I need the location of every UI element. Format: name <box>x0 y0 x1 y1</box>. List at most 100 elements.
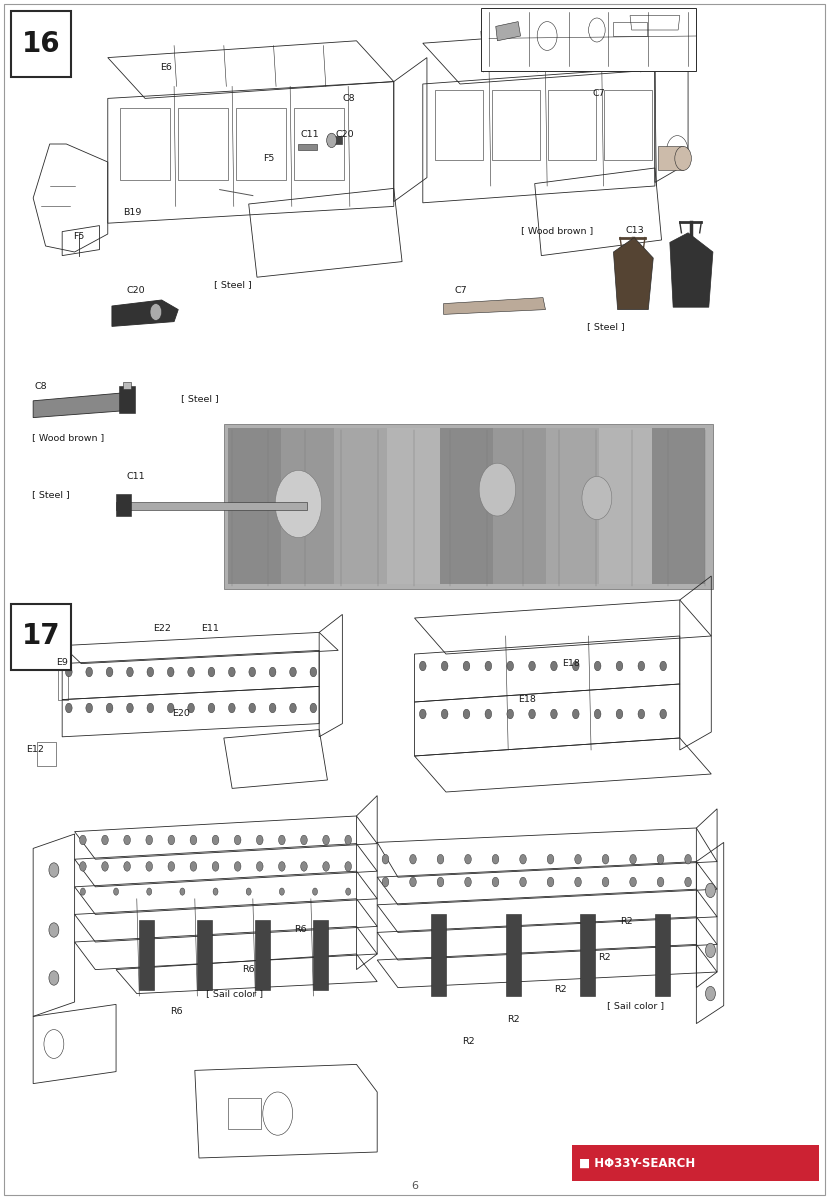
Circle shape <box>113 888 118 895</box>
Circle shape <box>180 888 185 895</box>
Circle shape <box>246 888 251 895</box>
Circle shape <box>440 661 447 671</box>
Text: C8: C8 <box>35 382 47 391</box>
Text: C13: C13 <box>625 226 644 235</box>
Text: C8: C8 <box>342 94 354 103</box>
Bar <box>236 108 286 180</box>
Text: E11: E11 <box>201 624 219 634</box>
Circle shape <box>572 661 579 671</box>
Circle shape <box>465 854 471 864</box>
Circle shape <box>344 835 351 845</box>
Bar <box>505 914 520 996</box>
Circle shape <box>167 703 174 713</box>
Text: R6: R6 <box>242 965 254 974</box>
Text: 6: 6 <box>411 1181 417 1190</box>
Polygon shape <box>613 238 652 310</box>
Circle shape <box>248 667 255 677</box>
Bar <box>440 428 493 584</box>
Circle shape <box>278 835 285 845</box>
Circle shape <box>278 862 285 871</box>
Circle shape <box>301 835 307 845</box>
Bar <box>435 90 483 160</box>
Text: R6: R6 <box>294 925 306 935</box>
Text: [ Steel ]: [ Steel ] <box>586 322 624 331</box>
Text: C11: C11 <box>126 472 144 481</box>
Text: R2: R2 <box>462 1037 474 1046</box>
Bar <box>546 428 599 584</box>
Circle shape <box>601 877 608 887</box>
Text: [ Wood brown ]: [ Wood brown ] <box>520 226 592 235</box>
Bar <box>139 920 154 990</box>
Circle shape <box>168 835 175 845</box>
Circle shape <box>49 923 59 937</box>
Circle shape <box>279 888 284 895</box>
Circle shape <box>301 862 307 871</box>
Circle shape <box>615 661 622 671</box>
Text: [ Steel ]: [ Steel ] <box>31 490 70 499</box>
Circle shape <box>147 703 153 713</box>
Bar <box>58 652 68 700</box>
Circle shape <box>80 888 85 895</box>
Circle shape <box>256 835 262 845</box>
Circle shape <box>519 877 526 887</box>
Circle shape <box>234 835 241 845</box>
Circle shape <box>127 703 133 713</box>
Bar <box>281 428 334 584</box>
Bar <box>37 742 55 766</box>
Circle shape <box>213 888 218 895</box>
Circle shape <box>528 661 535 671</box>
Circle shape <box>86 703 93 713</box>
Circle shape <box>638 709 644 719</box>
Circle shape <box>229 703 235 713</box>
Text: E20: E20 <box>172 709 190 719</box>
Circle shape <box>65 703 72 713</box>
Circle shape <box>310 703 316 713</box>
Circle shape <box>190 835 196 845</box>
Text: E18: E18 <box>561 659 580 668</box>
Circle shape <box>187 667 194 677</box>
Circle shape <box>208 667 214 677</box>
Circle shape <box>146 862 152 871</box>
Circle shape <box>345 888 350 895</box>
Bar <box>228 1098 261 1129</box>
Circle shape <box>106 667 113 677</box>
Text: F5: F5 <box>73 232 84 241</box>
Bar <box>197 920 212 990</box>
Circle shape <box>289 667 296 677</box>
Circle shape <box>168 862 175 871</box>
Circle shape <box>79 835 86 845</box>
Circle shape <box>49 863 59 877</box>
Circle shape <box>463 661 469 671</box>
Circle shape <box>574 854 580 864</box>
Circle shape <box>102 862 108 871</box>
Circle shape <box>212 862 219 871</box>
Text: E9: E9 <box>56 658 68 667</box>
Bar <box>431 914 445 996</box>
Bar <box>327 136 342 144</box>
Circle shape <box>289 703 296 713</box>
Circle shape <box>436 877 443 887</box>
Bar <box>613 22 646 36</box>
Circle shape <box>705 883 715 898</box>
Circle shape <box>49 971 59 985</box>
Bar <box>120 108 170 180</box>
Bar <box>547 90 595 160</box>
Circle shape <box>312 888 317 895</box>
Text: ■ HΦ33Y-SEARCH: ■ HΦ33Y-SEARCH <box>578 1157 694 1169</box>
Circle shape <box>492 854 498 864</box>
Circle shape <box>463 709 469 719</box>
Bar <box>604 90 652 160</box>
Circle shape <box>594 661 600 671</box>
Circle shape <box>659 661 666 671</box>
Circle shape <box>594 709 600 719</box>
Circle shape <box>146 835 152 845</box>
Text: [ Sail color ]: [ Sail color ] <box>606 1001 663 1010</box>
Polygon shape <box>495 22 520 41</box>
Circle shape <box>409 877 416 887</box>
Text: R2: R2 <box>598 953 610 962</box>
Text: R2: R2 <box>619 917 632 926</box>
Bar <box>116 494 131 516</box>
Circle shape <box>79 862 86 871</box>
Circle shape <box>684 854 691 864</box>
Bar <box>298 144 316 150</box>
